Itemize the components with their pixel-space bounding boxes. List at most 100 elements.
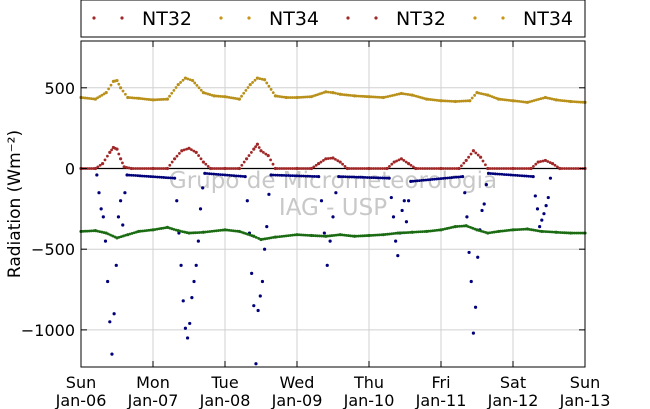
data-point — [464, 158, 468, 163]
data-point — [280, 173, 284, 177]
data-point — [563, 231, 566, 235]
data-point — [170, 91, 174, 95]
data-point — [375, 95, 379, 99]
data-point — [141, 229, 145, 233]
data-point — [422, 178, 426, 182]
data-point — [395, 93, 399, 96]
data-point — [264, 152, 268, 156]
data-point — [299, 167, 303, 170]
data-point — [297, 95, 301, 99]
data-point — [340, 93, 344, 96]
data-point — [357, 175, 360, 179]
data-point — [536, 229, 540, 233]
data-point — [376, 176, 380, 180]
data-point — [331, 215, 335, 219]
data-point — [301, 95, 305, 99]
data-point — [168, 176, 172, 180]
data-point — [560, 231, 564, 234]
data-point — [178, 152, 181, 155]
data-point — [308, 174, 312, 178]
data-point — [498, 172, 502, 176]
data-point — [180, 149, 184, 153]
data-point — [274, 173, 277, 177]
data-point — [427, 229, 431, 233]
data-point — [297, 174, 301, 178]
data-point — [219, 167, 223, 170]
data-point — [325, 263, 329, 267]
data-point — [230, 174, 234, 177]
data-point — [93, 166, 97, 171]
data-point — [409, 179, 413, 184]
data-point — [305, 167, 309, 170]
data-point — [190, 296, 194, 300]
data-point — [197, 231, 201, 234]
data-point — [181, 299, 185, 303]
data-point — [257, 237, 260, 240]
data-point — [326, 234, 330, 238]
data-point — [554, 230, 558, 234]
data-point — [289, 233, 292, 237]
data-point — [317, 174, 321, 179]
data-point — [404, 220, 409, 224]
data-point — [108, 320, 112, 324]
data-point — [477, 229, 481, 232]
data-point — [322, 159, 325, 162]
data-point — [103, 158, 107, 162]
data-point — [431, 98, 435, 102]
data-point — [546, 230, 550, 234]
x-tick-label-date: Jan-12 — [487, 391, 539, 409]
data-point — [509, 173, 513, 177]
data-point — [505, 98, 509, 102]
data-point — [121, 223, 125, 227]
data-point — [263, 78, 267, 82]
data-point — [128, 96, 132, 100]
data-point — [138, 167, 142, 170]
data-point — [161, 97, 165, 101]
data-point — [356, 167, 360, 170]
data-point — [273, 94, 277, 98]
data-point — [402, 199, 406, 203]
data-point — [93, 97, 97, 101]
data-point — [266, 153, 270, 158]
data-point — [192, 279, 196, 284]
data-point — [540, 229, 544, 234]
data-point — [346, 175, 349, 179]
data-point — [214, 172, 218, 176]
watermark-line: Grupo de Micrometeorologia — [169, 168, 497, 194]
data-point — [206, 164, 210, 168]
data-point — [503, 229, 507, 233]
data-point — [342, 233, 346, 237]
data-point — [165, 166, 169, 171]
data-point — [225, 167, 229, 170]
data-point — [205, 172, 209, 175]
data-point — [501, 229, 505, 233]
data-point — [324, 157, 328, 161]
data-point — [503, 98, 507, 102]
x-tick-label-day: Tue — [210, 373, 238, 392]
data-point — [443, 99, 447, 103]
data-point — [103, 239, 108, 243]
data-point — [571, 231, 575, 235]
data-point — [558, 166, 562, 171]
data-point — [517, 228, 521, 231]
data-point — [460, 99, 463, 103]
data-point — [388, 232, 391, 236]
data-point — [450, 176, 454, 179]
data-point — [460, 224, 464, 228]
x-tick-label-day: Sat — [500, 373, 526, 392]
data-point — [269, 158, 272, 162]
data-point — [162, 176, 166, 179]
data-point — [461, 174, 465, 179]
data-point — [324, 90, 328, 94]
data-point — [95, 173, 99, 177]
data-point — [404, 160, 408, 164]
data-point — [175, 154, 179, 158]
data-point — [518, 167, 522, 170]
data-point — [425, 167, 429, 170]
data-point — [419, 230, 422, 234]
data-point — [353, 234, 357, 238]
data-point — [109, 83, 113, 87]
data-point — [550, 230, 554, 234]
data-point — [363, 95, 367, 98]
